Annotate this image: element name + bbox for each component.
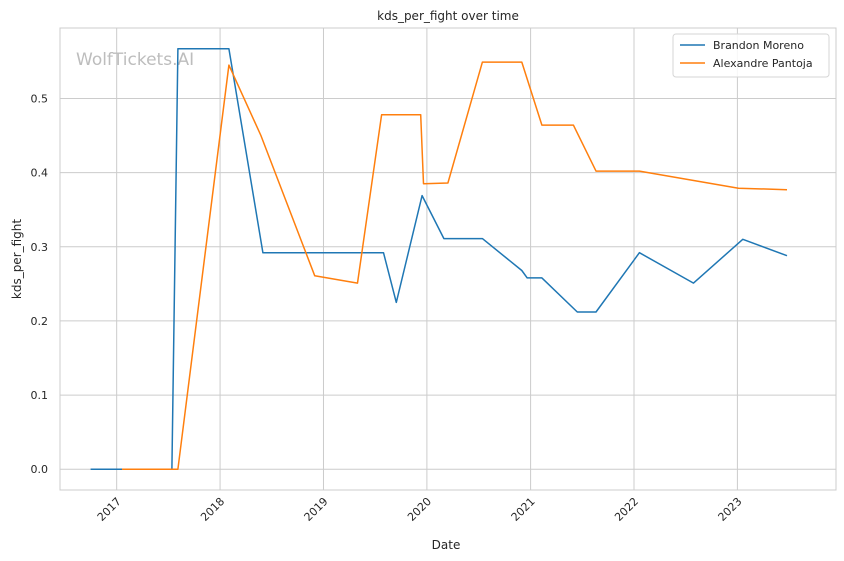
y-tick-label: 0.3 [31, 241, 49, 254]
x-axis-ticks: 2017 2018 2019 2020 2021 2022 2023 [95, 495, 745, 524]
legend-label: Brandon Moreno [713, 39, 804, 52]
x-tick-label: 2021 [509, 495, 538, 524]
y-axis-ticks: 0.0 0.1 0.2 0.3 0.4 0.5 [31, 92, 49, 476]
x-tick-label: 2022 [612, 495, 641, 524]
legend-box [672, 33, 830, 78]
x-axis-label: Date [432, 538, 461, 552]
legend-label: Alexandre Pantoja [713, 57, 813, 70]
y-tick-label: 0.5 [31, 92, 49, 105]
y-axis-label: kds_per_fight [10, 219, 24, 300]
y-tick-label: 0.4 [31, 167, 49, 180]
x-tick-label: 2018 [198, 495, 227, 524]
series-line-0 [90, 48, 788, 470]
x-tick-label: 2017 [95, 495, 124, 524]
y-tick-label: 0.0 [31, 463, 49, 476]
x-tick-label: 2023 [716, 495, 745, 524]
plot-background [59, 27, 837, 491]
x-tick-label: 2020 [405, 495, 434, 524]
y-tick-label: 0.1 [31, 389, 49, 402]
series-line-1 [122, 61, 788, 470]
legend: Brandon Moreno Alexandre Pantoja [672, 33, 830, 78]
series-layer [90, 48, 788, 470]
gridlines [60, 28, 836, 490]
chart-title: kds_per_fight over time [377, 9, 519, 23]
watermark: WolfTickets.AI [76, 50, 194, 70]
x-tick-label: 2019 [302, 495, 331, 524]
y-tick-label: 0.2 [31, 315, 49, 328]
